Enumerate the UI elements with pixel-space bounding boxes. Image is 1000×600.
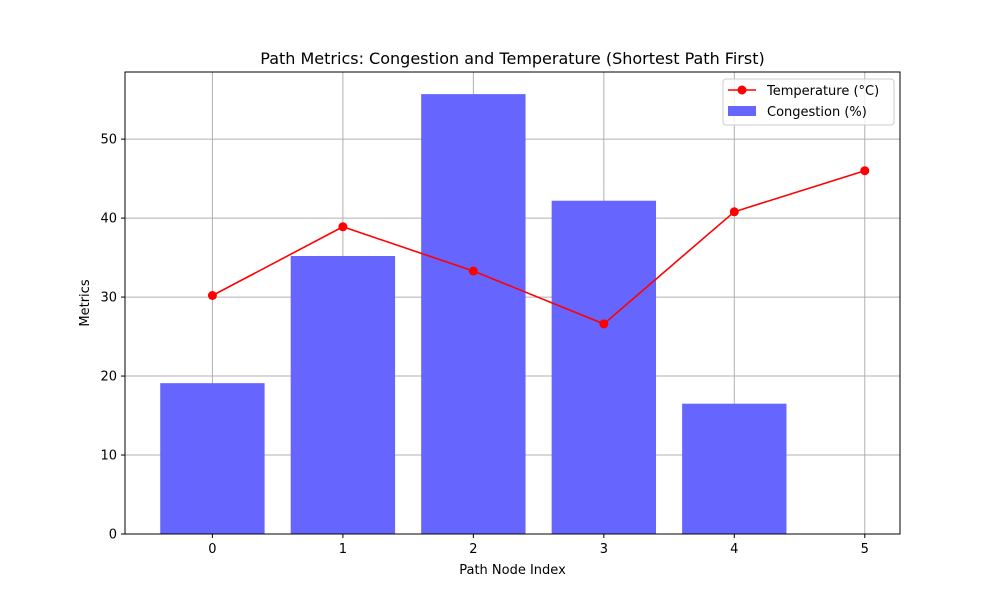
- y-axis-label: Metrics: [78, 279, 93, 326]
- temperature-point: [207, 290, 217, 300]
- legend-temperature-marker: [737, 85, 747, 95]
- temperature-point: [338, 222, 348, 232]
- legend-box: [722, 78, 895, 126]
- bar-congestion: [160, 383, 265, 534]
- bar-congestion: [682, 403, 787, 534]
- plot-frame: [124, 71, 901, 535]
- temperature-point: [599, 319, 609, 329]
- y-tick-label: 40: [100, 212, 117, 227]
- legend-label-congestion: Congestion (%): [767, 105, 867, 120]
- x-tick-label: 4: [730, 542, 738, 557]
- y-tick-label: 30: [100, 291, 117, 306]
- y-tick-label: 50: [100, 133, 117, 148]
- temperature-polyline: [212, 169, 866, 325]
- x-tick-label: 1: [339, 542, 347, 557]
- bar-congestion: [290, 256, 396, 534]
- y-tick-label: 10: [100, 449, 117, 464]
- temperature-point: [468, 266, 478, 276]
- bars: [160, 94, 787, 534]
- y-tick-label: 20: [100, 370, 117, 385]
- legend: Temperature (°C) Congestion (%): [722, 78, 895, 126]
- x-tick-label: 2: [469, 542, 477, 557]
- legend-congestion-patch: [728, 106, 756, 116]
- bar-congestion: [421, 94, 526, 534]
- x-axis-label: Path Node Index: [459, 563, 566, 578]
- temperature-point: [729, 207, 739, 217]
- bar-congestion: [551, 200, 657, 534]
- temperature-line: [207, 166, 870, 329]
- x-tick-label: 0: [208, 542, 216, 557]
- x-tick-label: 5: [861, 542, 869, 557]
- temperature-point: [860, 166, 870, 176]
- legend-label-temperature: Temperature (°C): [766, 84, 879, 99]
- y-tick-label: 0: [109, 528, 117, 543]
- x-tick-label: 3: [600, 542, 608, 557]
- chart-title: Path Metrics: Congestion and Temperature…: [260, 49, 764, 68]
